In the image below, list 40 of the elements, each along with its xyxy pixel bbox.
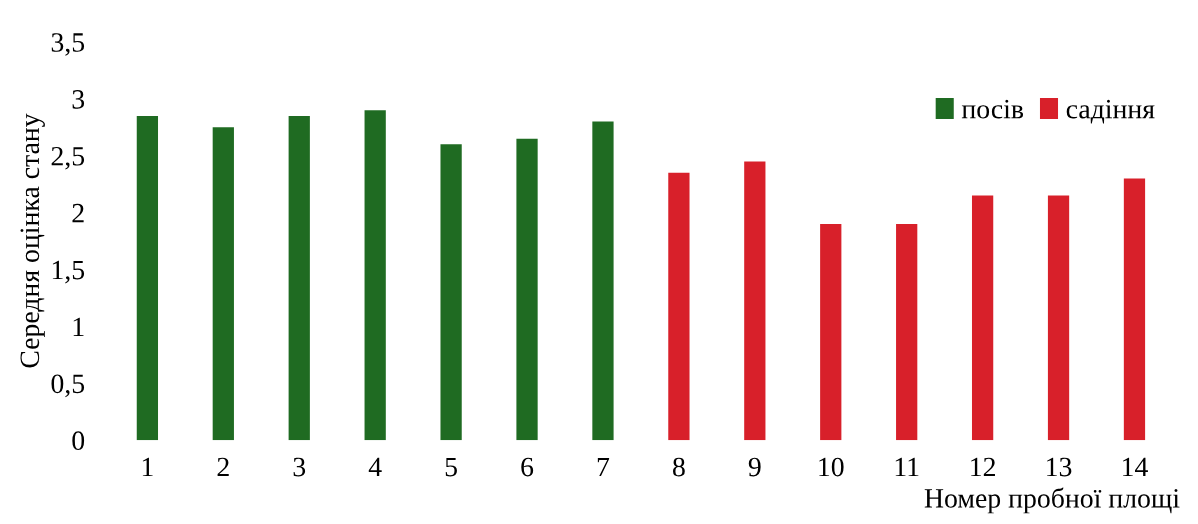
legend-label: садіння (1066, 99, 1155, 124)
y-tick-label: 1,5 (52, 260, 85, 284)
x-tick-label: 8 (673, 457, 685, 477)
bar (440, 144, 462, 441)
x-tick-label: 4 (368, 457, 382, 477)
bar (1123, 178, 1146, 441)
bar (516, 138, 538, 441)
x-tick-label: 14 (1123, 457, 1148, 477)
legend-label: посів (961, 99, 1024, 119)
x-tick-label: 2 (217, 457, 229, 477)
bar (896, 223, 918, 441)
x-tick-label: 6 (521, 457, 534, 477)
x-tick-label: 7 (597, 457, 610, 477)
y-tick-label: 3 (72, 90, 85, 109)
bar (744, 161, 766, 441)
x-tick-label: 11 (895, 457, 919, 477)
y-tick-label: 3,5 (51, 33, 85, 56)
x-tick-label: 3 (293, 457, 306, 477)
x-tick-label: 9 (748, 457, 761, 477)
y-axis-title: Середня оцінка стану (20, 113, 45, 368)
bar (364, 110, 386, 441)
y-tick-label: 1 (73, 317, 84, 337)
bar (668, 172, 690, 441)
x-tick-label: 5 (445, 457, 457, 477)
x-axis-title: Номер пробної площі (924, 487, 1180, 514)
bar (288, 115, 310, 441)
bar (212, 127, 234, 441)
x-tick-label: 10 (819, 457, 844, 477)
bar (1047, 195, 1070, 441)
y-tick-label: 2 (72, 203, 84, 223)
y-tick-label: 0 (72, 431, 85, 451)
bar (820, 223, 842, 441)
x-tick-label: 1 (142, 457, 153, 477)
bar (136, 115, 159, 441)
bar (971, 195, 994, 441)
y-tick-label: 0,5 (51, 374, 85, 398)
x-tick-label: 12 (971, 457, 995, 477)
bar (592, 121, 614, 441)
x-tick-label: 13 (1047, 457, 1072, 477)
y-tick-label: 2,5 (51, 146, 85, 170)
